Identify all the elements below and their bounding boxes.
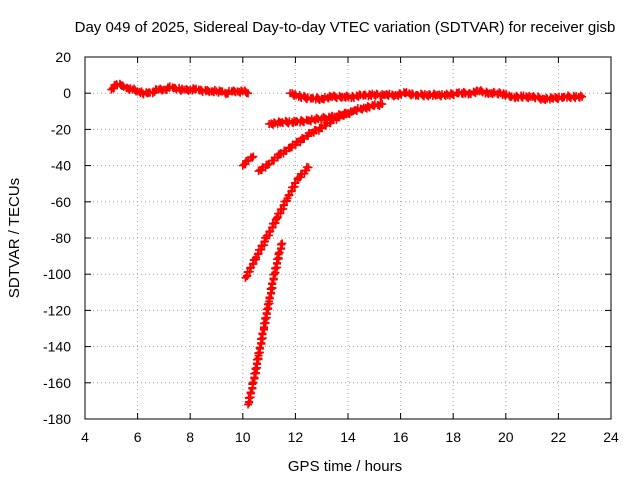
data-point (378, 100, 387, 109)
data-point (248, 378, 257, 387)
data-point (344, 109, 352, 118)
series-arc-6 (241, 163, 313, 282)
y-tick-label: -40 (51, 158, 71, 174)
y-tick-label: -20 (51, 121, 71, 137)
data-point (270, 270, 279, 279)
y-tick-label: -160 (43, 375, 71, 391)
x-tick-label: 6 (134, 429, 142, 445)
data-point (255, 343, 264, 352)
data-point (265, 293, 274, 302)
ticks-layer: 4 6 8 10 12 14 16 18 20 22 24 20 0 -20 -40 -60 -80 -100 -1… (43, 49, 619, 445)
x-axis-title: GPS time / hours (288, 458, 402, 475)
data-point (268, 279, 277, 288)
grid-layer (85, 57, 611, 419)
x-tick-label: 24 (603, 429, 619, 445)
data-point (248, 153, 257, 162)
data-point (246, 388, 255, 397)
data-layer (107, 79, 587, 409)
series-arc-7 (244, 239, 287, 409)
series-arc-5 (265, 109, 352, 129)
data-point (277, 240, 286, 249)
data-point (258, 329, 267, 338)
y-tick-label: -180 (43, 411, 71, 427)
y-tick-label: -140 (43, 339, 71, 355)
y-tick-label: -80 (51, 230, 71, 246)
series-arc-4 (254, 99, 387, 176)
data-point (342, 110, 351, 119)
data-point (244, 89, 253, 98)
x-tick-label: 14 (340, 429, 356, 445)
data-point (249, 152, 258, 161)
series-arc-1 (107, 79, 253, 99)
data-point (576, 91, 585, 100)
y-tick-label: -60 (51, 194, 71, 210)
y-tick-label: -100 (43, 266, 71, 282)
series-arc-2 (286, 86, 587, 104)
x-tick-label: 8 (186, 429, 194, 445)
chart-title: Day 049 of 2025, Sidereal Day-to-day VTE… (75, 19, 616, 36)
data-point (278, 239, 287, 248)
data-point (275, 248, 284, 257)
data-point (304, 163, 313, 172)
series-arc-3 (238, 152, 258, 170)
x-tick-label: 4 (81, 429, 89, 445)
y-tick-label: 0 (63, 85, 71, 101)
x-tick-label: 12 (288, 429, 304, 445)
x-tick-label: 10 (235, 429, 251, 445)
x-tick-label: 22 (551, 429, 567, 445)
y-tick-label: -120 (43, 302, 71, 318)
y-axis-title: SDTVAR / TECUs (6, 178, 23, 298)
data-point (578, 92, 587, 101)
y-tick-label: 20 (55, 49, 71, 65)
x-tick-label: 20 (498, 429, 514, 445)
x-tick-label: 18 (445, 429, 461, 445)
x-tick-label: 16 (393, 429, 409, 445)
data-point (263, 160, 272, 169)
